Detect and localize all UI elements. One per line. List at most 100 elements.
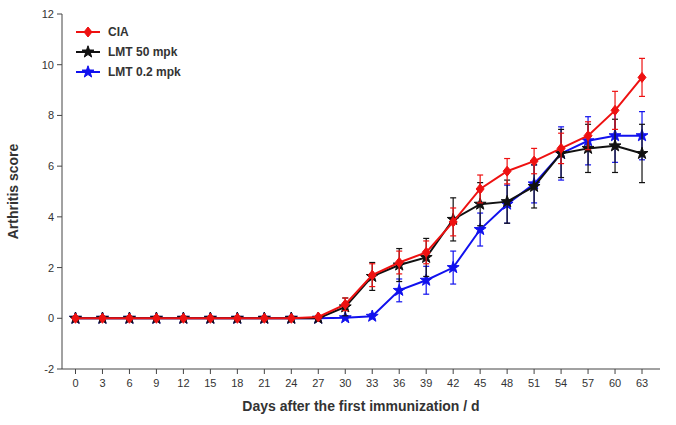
y-tick-label: 8	[48, 109, 54, 121]
data-point	[97, 312, 109, 323]
data-point	[231, 312, 243, 323]
legend-item: CIA	[76, 25, 129, 39]
error-bar	[369, 264, 375, 287]
error-bar-cap	[369, 263, 375, 264]
data-point	[366, 310, 378, 321]
data-point	[70, 312, 82, 323]
error-bar-cap	[585, 121, 591, 122]
data-point	[528, 180, 540, 191]
error-bar-cap	[396, 248, 402, 249]
error-bar-cap	[558, 163, 564, 164]
x-tick	[588, 369, 589, 374]
error-bar-cap	[585, 116, 591, 117]
x-tick	[237, 369, 238, 374]
x-tick	[264, 369, 265, 374]
error-bar	[504, 159, 510, 184]
error-bar-cap	[477, 202, 483, 203]
data-point	[638, 72, 646, 82]
legend-swatch-marker	[82, 66, 94, 77]
y-tick-label: 10	[42, 59, 54, 71]
error-bar	[531, 148, 537, 173]
x-tick	[507, 369, 508, 374]
data-point	[314, 312, 322, 322]
series	[70, 119, 648, 323]
error-bar-cap	[639, 96, 645, 97]
error-bar-cap	[369, 262, 375, 263]
data-point	[557, 143, 565, 153]
data-point	[125, 313, 133, 323]
data-point	[393, 284, 405, 295]
legend-label: LMT 50 mpk	[108, 45, 178, 59]
x-tick-label: 39	[420, 377, 432, 389]
data-point	[179, 313, 187, 323]
data-point	[503, 166, 511, 176]
y-tick	[57, 115, 62, 116]
x-tick	[642, 369, 643, 374]
error-bar-cap	[531, 173, 537, 174]
data-point	[231, 312, 243, 323]
error-bar-cap	[450, 235, 456, 236]
data-point	[501, 195, 513, 206]
y-axis-label: Arthritis score	[5, 143, 21, 239]
series-line	[75, 146, 642, 318]
legend-label: LMT 0.2 mpk	[108, 65, 181, 79]
error-bar-cap	[558, 177, 564, 178]
x-tick-label: 48	[501, 377, 513, 389]
data-point	[341, 299, 349, 309]
data-point	[395, 258, 403, 268]
error-bar-cap	[639, 182, 645, 183]
data-point	[260, 313, 268, 323]
y-tick-label: 12	[42, 8, 54, 20]
error-bar	[450, 208, 456, 236]
data-point	[611, 105, 619, 115]
error-bar-cap	[639, 111, 645, 112]
y-tick	[57, 318, 62, 319]
data-point	[287, 313, 295, 323]
error-bar-cap	[558, 133, 564, 134]
error-bar	[585, 122, 591, 150]
x-tick-label: 15	[204, 377, 216, 389]
error-bar-cap	[396, 273, 402, 274]
data-point	[206, 313, 214, 323]
x-tick	[156, 369, 157, 374]
error-bar-cap	[450, 283, 456, 284]
error-bar-cap	[504, 223, 510, 224]
y-tick-label: -2	[44, 363, 54, 375]
error-bar-cap	[369, 286, 375, 287]
x-tick-label: 24	[285, 377, 297, 389]
x-tick-label: 51	[528, 377, 540, 389]
error-bar	[558, 133, 564, 163]
x-tick	[480, 369, 481, 374]
y-axis-line	[62, 14, 63, 369]
x-tick-label: 60	[609, 377, 621, 389]
error-bar-cap	[558, 126, 564, 127]
data-point	[204, 312, 216, 323]
x-tick	[291, 369, 292, 374]
error-bar-cap	[423, 263, 429, 264]
error-bar	[423, 241, 429, 264]
data-point	[368, 270, 376, 280]
error-bar	[639, 58, 645, 96]
error-bar	[450, 198, 456, 241]
data-point	[449, 217, 457, 227]
x-tick	[75, 369, 76, 374]
error-bar-cap	[612, 172, 618, 173]
error-bar-cap	[639, 58, 645, 59]
y-tick	[57, 14, 62, 15]
plot-area	[70, 58, 648, 323]
error-bar-cap	[531, 148, 537, 149]
x-tick	[210, 369, 211, 374]
error-bar-cap	[477, 225, 483, 226]
data-point	[70, 312, 82, 323]
data-point	[98, 313, 106, 323]
data-point	[530, 156, 538, 166]
y-tick-label: 4	[48, 211, 54, 223]
chart: 0369121518212427303336394245485154576063…	[0, 0, 676, 425]
error-bar-cap	[504, 183, 510, 184]
error-bar-cap	[450, 240, 456, 241]
x-tick-label: 12	[177, 377, 189, 389]
data-point	[584, 131, 592, 141]
error-bar	[396, 251, 402, 274]
x-tick-label: 0	[72, 377, 78, 389]
x-tick	[183, 369, 184, 374]
